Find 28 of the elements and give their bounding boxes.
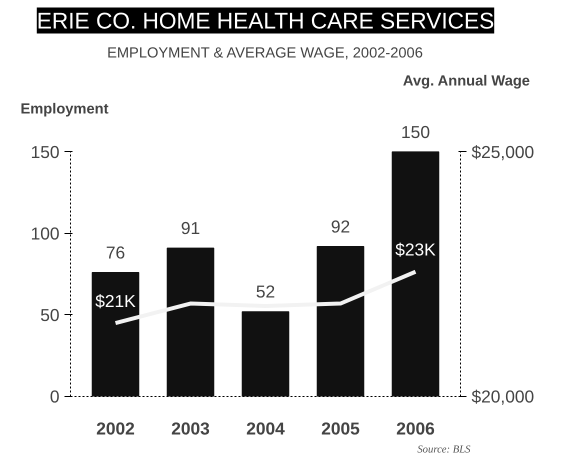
bar [242, 311, 290, 396]
data-label: 92 [330, 216, 350, 236]
bar [316, 246, 364, 396]
x-tick-label: 2003 [171, 418, 210, 438]
data-label: $23K [395, 240, 436, 260]
y-tick-label: 150 [30, 142, 60, 162]
y-tick-label: 50 [40, 304, 60, 325]
x-tick-label: 2005 [321, 418, 360, 438]
y2-axis-title: Avg. Annual Wage [402, 74, 530, 90]
chart-title: ERIE CO. HOME HEALTH CARE SERVICES [36, 8, 494, 34]
data-label: 76 [106, 242, 126, 263]
x-tick-label: 2004 [246, 418, 286, 438]
y-tick-label: 100 [30, 223, 60, 244]
bar [92, 272, 140, 396]
y-axis-title: Employment [20, 102, 109, 118]
chart-subtitle: EMPLOYMENT & AVERAGE WAGE, 2002-2006 [107, 46, 423, 62]
data-label: 52 [256, 282, 276, 302]
y2-tick-label: $25,000 [472, 142, 534, 162]
data-label: 150 [401, 122, 430, 142]
source-note: Source: BLS [417, 444, 472, 456]
y-tick-label: 0 [50, 386, 60, 406]
x-tick-label: 2002 [96, 418, 135, 438]
bar [166, 248, 214, 396]
data-label: 91 [180, 218, 200, 238]
x-tick-label: 2006 [396, 418, 436, 438]
data-label: $21K [95, 291, 136, 312]
bar [392, 151, 440, 396]
y2-tick-label: $20,000 [472, 386, 534, 406]
